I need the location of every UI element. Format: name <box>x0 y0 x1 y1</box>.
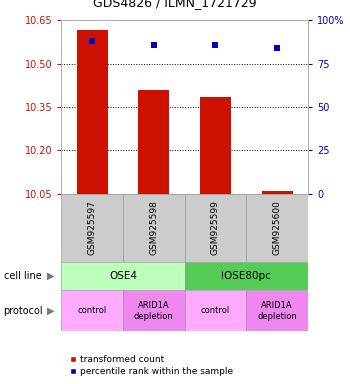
Bar <box>123 194 184 262</box>
Bar <box>184 262 308 290</box>
Text: IOSE80pc: IOSE80pc <box>221 271 271 281</box>
Bar <box>61 194 123 262</box>
Text: cell line: cell line <box>4 271 41 281</box>
Bar <box>61 262 185 290</box>
Text: GSM925599: GSM925599 <box>211 200 220 255</box>
Text: ▶: ▶ <box>47 271 55 281</box>
Text: ARID1A
depletion: ARID1A depletion <box>134 301 174 321</box>
Bar <box>77 30 107 194</box>
Text: ARID1A
depletion: ARID1A depletion <box>257 301 297 321</box>
Bar <box>200 97 231 194</box>
Bar <box>123 290 184 331</box>
Bar <box>262 192 293 194</box>
Bar <box>184 194 246 262</box>
Bar <box>246 290 308 331</box>
Bar <box>61 290 123 331</box>
Text: control: control <box>77 306 107 315</box>
Text: GSM925597: GSM925597 <box>88 200 97 255</box>
Text: protocol: protocol <box>4 306 43 316</box>
Legend: transformed count, percentile rank within the sample: transformed count, percentile rank withi… <box>66 352 237 379</box>
Text: OSE4: OSE4 <box>109 271 137 281</box>
Text: GSM925600: GSM925600 <box>273 200 282 255</box>
Text: ▶: ▶ <box>47 306 55 316</box>
Text: control: control <box>201 306 230 315</box>
Bar <box>138 90 169 194</box>
Text: GDS4826 / ILMN_1721729: GDS4826 / ILMN_1721729 <box>93 0 257 9</box>
Bar <box>246 194 308 262</box>
Bar <box>184 290 246 331</box>
Text: GSM925598: GSM925598 <box>149 200 158 255</box>
